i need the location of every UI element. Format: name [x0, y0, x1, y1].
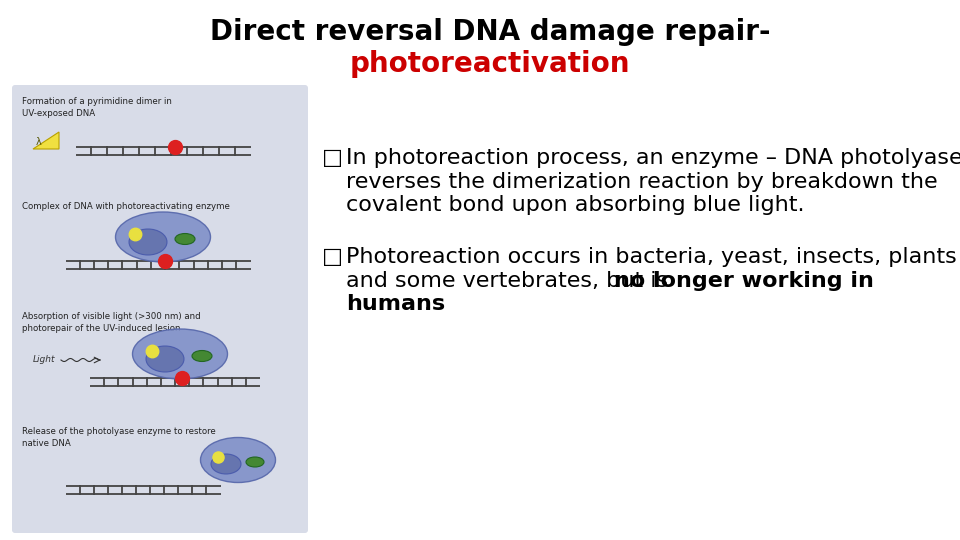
- FancyBboxPatch shape: [12, 85, 308, 533]
- Text: and some vertebrates, but is: and some vertebrates, but is: [346, 271, 675, 291]
- Ellipse shape: [132, 329, 228, 379]
- Ellipse shape: [115, 212, 210, 262]
- Text: Photoreaction occurs in bacteria, yeast, insects, plants: Photoreaction occurs in bacteria, yeast,…: [346, 247, 957, 267]
- Ellipse shape: [146, 346, 184, 372]
- Text: no longer working in: no longer working in: [614, 271, 874, 291]
- Text: λ: λ: [36, 137, 42, 147]
- Ellipse shape: [175, 233, 195, 245]
- Ellipse shape: [201, 437, 276, 483]
- Text: Formation of a pyrimidine dimer in
UV-exposed DNA: Formation of a pyrimidine dimer in UV-ex…: [22, 97, 172, 118]
- Ellipse shape: [211, 454, 241, 474]
- Text: □: □: [322, 247, 343, 267]
- Text: Direct reversal DNA damage repair-: Direct reversal DNA damage repair-: [209, 18, 770, 46]
- Text: Absorption of visible light (>300 nm) and
photorepair of the UV-induced lesion: Absorption of visible light (>300 nm) an…: [22, 312, 201, 333]
- Polygon shape: [33, 132, 59, 149]
- Text: covalent bond upon absorbing blue light.: covalent bond upon absorbing blue light.: [346, 195, 804, 215]
- Ellipse shape: [246, 457, 264, 467]
- Ellipse shape: [129, 229, 167, 255]
- Text: Release of the photolyase enzyme to restore
native DNA: Release of the photolyase enzyme to rest…: [22, 427, 216, 448]
- Text: .: .: [424, 294, 431, 314]
- Text: Light: Light: [33, 355, 56, 364]
- Text: In photoreaction process, an enzyme – DNA photolyase: In photoreaction process, an enzyme – DN…: [346, 148, 960, 168]
- Ellipse shape: [192, 350, 212, 361]
- Text: □: □: [322, 148, 343, 168]
- Text: Complex of DNA with photoreactivating enzyme: Complex of DNA with photoreactivating en…: [22, 202, 229, 211]
- Text: photoreactivation: photoreactivation: [349, 50, 631, 78]
- Text: humans: humans: [346, 294, 445, 314]
- Text: reverses the dimerization reaction by breakdown the: reverses the dimerization reaction by br…: [346, 172, 938, 192]
